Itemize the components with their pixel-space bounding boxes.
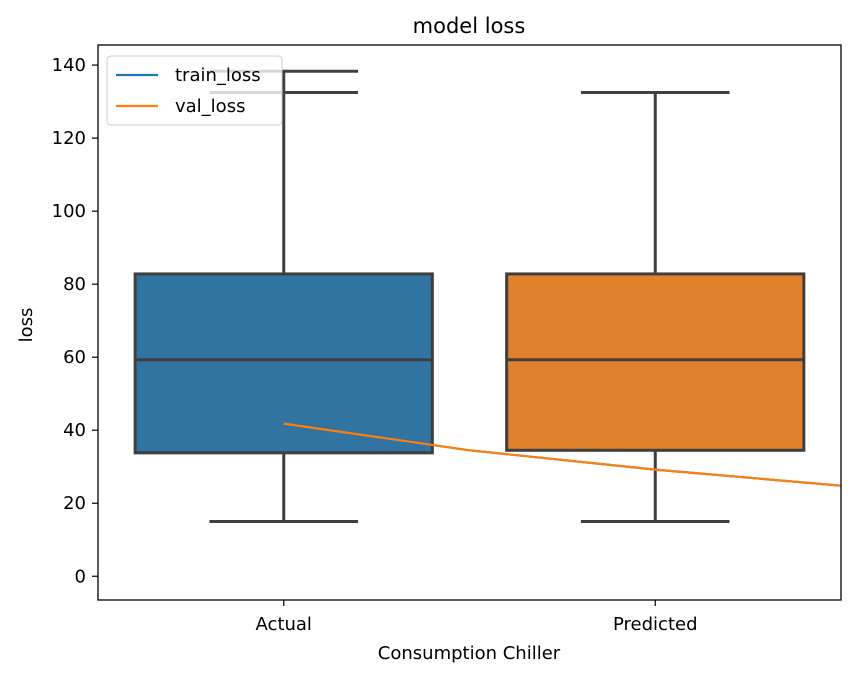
y-tick-label: 120 — [52, 128, 86, 149]
y-tick-label: 20 — [63, 493, 86, 514]
x-axis-label: Consumption Chiller — [378, 643, 561, 664]
axes: 0 20 40 60 80 100 120 140 Actual Predicted — [52, 44, 842, 635]
y-tick-label: 140 — [52, 55, 86, 76]
legend-box — [106, 55, 283, 126]
axes-frame — [97, 44, 842, 601]
x-tick-label: Predicted — [613, 614, 698, 635]
y-axis-label: loss — [16, 308, 37, 343]
y-tick-label: 0 — [75, 566, 86, 587]
y-tick-label: 100 — [52, 201, 86, 222]
box-body — [505, 272, 806, 452]
chart-title: model loss — [413, 14, 526, 38]
y-tick-label: 80 — [63, 274, 86, 295]
y-tick-label: 60 — [63, 347, 86, 368]
x-tick-label: Actual — [256, 614, 312, 635]
legend-label-val-loss: val_loss — [175, 96, 245, 117]
box-body — [133, 272, 434, 455]
box-predicted — [505, 90, 806, 523]
y-tick-label: 40 — [63, 420, 86, 441]
series-line-val-loss — [283, 422, 842, 487]
legend: train_loss val_loss — [106, 55, 283, 126]
legend-label-train-loss: train_loss — [175, 65, 261, 86]
